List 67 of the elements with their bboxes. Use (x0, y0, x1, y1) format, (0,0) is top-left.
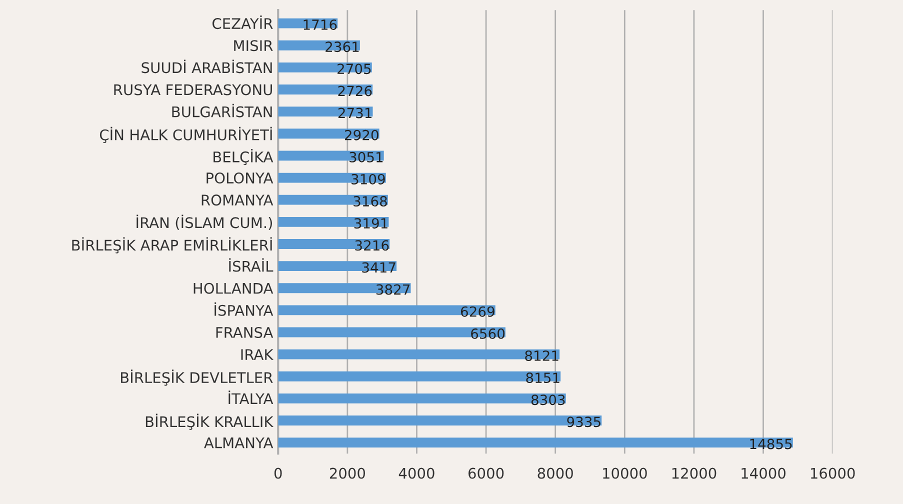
y-tick-label: İTALYA (228, 390, 274, 404)
bar (278, 216, 389, 227)
x-tick-label: 4000 (398, 468, 434, 479)
y-tick-label: CEZAYİR (212, 16, 273, 30)
bar (278, 438, 793, 448)
y-tick-label: BİRLEŞİK ARAP EMİRLİKLERİ (72, 237, 272, 254)
data-label: 3417 (362, 262, 396, 273)
x-tick-label: 0 (274, 468, 282, 479)
bar (278, 327, 506, 338)
x-tick-label: 2000 (330, 468, 366, 479)
bar (278, 239, 390, 249)
y-tick-label: BİRLEŞİK DEVLETLER (121, 370, 273, 386)
x-tick-label: 14000 (742, 468, 786, 479)
bar (278, 128, 380, 139)
data-label: 1716 (304, 19, 337, 30)
y-tick-label: IRAK (241, 349, 274, 360)
data-label: 6560 (471, 328, 505, 339)
bar (278, 62, 372, 72)
data-label: 2705 (338, 64, 371, 74)
bar (278, 261, 397, 272)
bar (278, 393, 566, 404)
y-tick-label: İRAN (İSLAM CUM.) (136, 214, 272, 230)
data-label: 8151 (526, 372, 560, 384)
data-label: 3191 (354, 218, 388, 229)
y-tick-label: ÇİN HALK CUMHURİYETİ (100, 126, 272, 143)
bar (278, 416, 602, 426)
bar (278, 349, 560, 360)
data-label: 2920 (344, 130, 378, 140)
x-tick-label: 8000 (538, 468, 573, 479)
x-tick-label: 12000 (672, 468, 716, 479)
data-label: 3109 (352, 174, 385, 184)
data-label: 2731 (338, 108, 372, 118)
data-label: 8121 (525, 350, 558, 361)
y-tick-label: BULGARİSTAN (172, 104, 272, 118)
bar (278, 106, 373, 117)
y-tick-label: İSRAİL (229, 258, 274, 272)
x-tick-label: 10000 (603, 468, 647, 479)
x-tick-label: 16000 (810, 468, 855, 479)
data-label: 3827 (376, 284, 410, 295)
bar (278, 283, 411, 294)
y-tick-label: FRANSA (216, 326, 274, 338)
y-tick-label: SUUDİ ARABİSTAN (142, 60, 272, 74)
bar (278, 40, 360, 50)
y-tick-label: MISIR (234, 40, 273, 52)
x-tick-label: 6000 (468, 468, 504, 479)
y-tick-label: HOLLANDA (194, 282, 274, 294)
data-label: 2726 (338, 86, 372, 96)
y-tick-label: ALMANYA (204, 437, 274, 448)
data-label: 6269 (460, 306, 494, 317)
bar (278, 84, 373, 94)
y-tick-label: RUSYA FEDERASYONU (114, 84, 272, 96)
data-label: 9335 (567, 416, 600, 428)
data-label: 8303 (531, 394, 565, 406)
y-tick-label: POLONYA (206, 172, 274, 184)
data-label: 3216 (355, 240, 389, 251)
y-tick-label: BELÇİKA (214, 148, 274, 166)
bar (278, 194, 388, 205)
bar (278, 305, 496, 316)
y-tick-label: BİRLEŞİK KRALLIK (146, 414, 274, 430)
data-label: 3168 (354, 196, 387, 207)
data-label: 3051 (350, 152, 383, 162)
y-tick-label: İSPANYA (214, 302, 274, 316)
bar (278, 150, 384, 161)
bar (278, 371, 561, 382)
data-label: 2361 (326, 42, 359, 52)
y-tick-label: ROMANYA (202, 194, 274, 206)
data-label: 14855 (750, 438, 792, 450)
